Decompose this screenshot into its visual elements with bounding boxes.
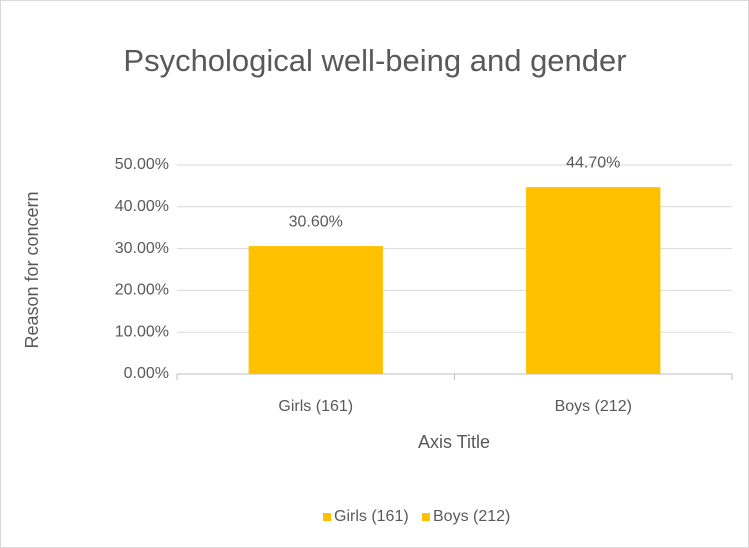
bar (526, 187, 661, 374)
x-tick-label: Boys (212) (555, 398, 632, 415)
data-label: 30.60% (289, 213, 343, 230)
bar (248, 246, 383, 374)
legend-swatch (323, 513, 331, 521)
legend-swatch (422, 513, 430, 521)
x-axis-title: Axis Title (418, 432, 490, 452)
y-tick-label: 0.00% (124, 365, 169, 382)
legend-label: Girls (161) (334, 508, 409, 525)
y-tick-label: 20.00% (115, 282, 169, 299)
legend-label: Boys (212) (433, 508, 510, 525)
y-tick-label: 50.00% (115, 156, 169, 173)
data-label: 44.70% (566, 154, 620, 171)
y-tick-label: 30.00% (115, 240, 169, 257)
y-axis-title: Reason for concern (22, 191, 42, 348)
x-tick-label: Girls (161) (278, 398, 353, 415)
y-tick-label: 40.00% (115, 198, 169, 215)
y-tick-label: 10.00% (115, 323, 169, 340)
chart-title: Psychological well-being and gender (123, 43, 627, 78)
